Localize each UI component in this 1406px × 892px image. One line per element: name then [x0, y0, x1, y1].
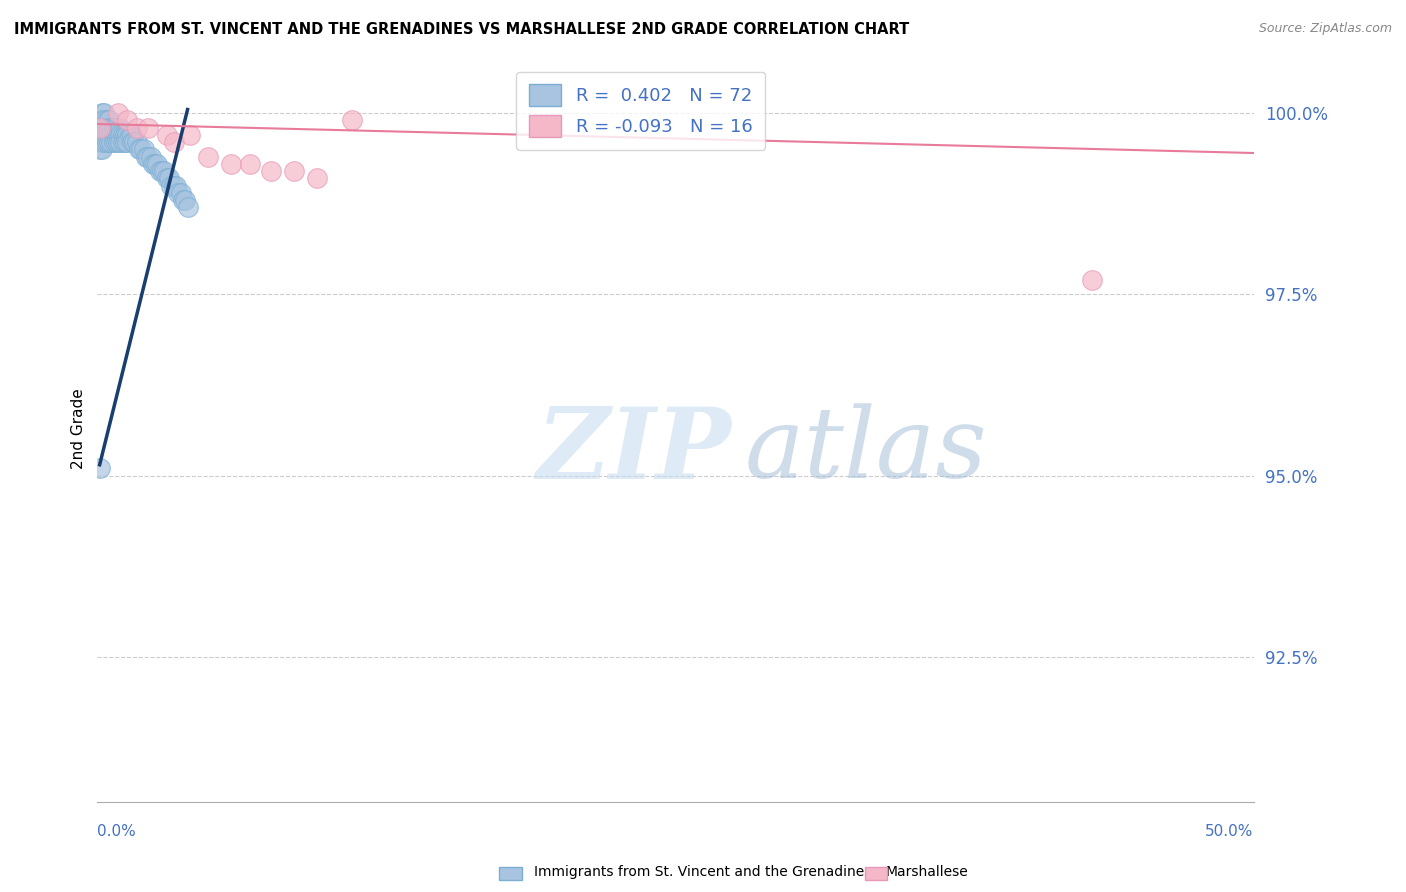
Point — [136, 150, 159, 164]
Point — [100, 128, 122, 142]
Point — [104, 128, 127, 142]
Point — [165, 178, 187, 193]
Text: 0.0%: 0.0% — [97, 823, 136, 838]
Point — [174, 193, 197, 207]
Text: Source: ZipAtlas.com: Source: ZipAtlas.com — [1258, 22, 1392, 36]
Point — [260, 164, 283, 178]
Point — [97, 113, 120, 128]
Point — [146, 157, 169, 171]
Point — [91, 120, 114, 135]
Point — [97, 135, 120, 149]
Point — [129, 142, 152, 156]
Point — [156, 171, 179, 186]
Point — [128, 142, 150, 156]
Point — [121, 135, 143, 149]
Point — [111, 135, 134, 149]
Text: 50.0%: 50.0% — [1205, 823, 1254, 838]
Text: atlas: atlas — [745, 403, 987, 499]
Point — [96, 120, 118, 135]
Point — [89, 135, 111, 149]
Point — [89, 120, 111, 135]
Point — [160, 178, 183, 193]
Point — [103, 135, 125, 149]
Point — [103, 120, 125, 135]
Point — [117, 113, 139, 128]
Point — [104, 135, 127, 149]
Point — [340, 113, 363, 128]
Point — [135, 150, 157, 164]
Point — [114, 135, 136, 149]
Point — [283, 164, 305, 178]
Point — [136, 120, 159, 135]
Point — [96, 128, 118, 142]
Point — [110, 128, 132, 142]
Point — [172, 193, 194, 207]
Point — [163, 178, 186, 193]
Point — [89, 113, 111, 128]
Point — [93, 106, 115, 120]
Point — [169, 186, 191, 200]
Point — [121, 128, 143, 142]
Point — [107, 135, 129, 149]
Text: IMMIGRANTS FROM ST. VINCENT AND THE GRENADINES VS MARSHALLESE 2ND GRADE CORRELAT: IMMIGRANTS FROM ST. VINCENT AND THE GREN… — [14, 22, 910, 37]
Legend: R =  0.402   N = 72, R = -0.093   N = 16: R = 0.402 N = 72, R = -0.093 N = 16 — [516, 71, 765, 150]
Point — [100, 135, 122, 149]
Point — [91, 113, 114, 128]
Point — [89, 142, 111, 156]
Point — [110, 120, 132, 135]
Point — [156, 128, 179, 142]
Point — [93, 120, 115, 135]
Point — [89, 461, 111, 475]
Point — [111, 128, 134, 142]
Point — [91, 106, 114, 120]
Point — [167, 186, 190, 200]
Point — [179, 128, 201, 142]
Point — [157, 171, 180, 186]
Point — [239, 157, 262, 171]
Point — [93, 113, 115, 128]
Point — [97, 120, 120, 135]
Point — [91, 135, 114, 149]
Point — [118, 128, 141, 142]
Point — [142, 157, 165, 171]
Point — [1080, 273, 1102, 287]
Point — [132, 142, 155, 156]
Point — [125, 120, 148, 135]
Point — [91, 128, 114, 142]
Point — [197, 150, 219, 164]
Point — [104, 120, 127, 135]
Text: ZIP: ZIP — [537, 402, 731, 500]
Point — [149, 164, 172, 178]
Point — [221, 157, 243, 171]
Text: Immigrants from St. Vincent and the Grenadines: Immigrants from St. Vincent and the Gren… — [534, 865, 872, 880]
Point — [107, 106, 129, 120]
Point — [163, 135, 186, 149]
Point — [150, 164, 173, 178]
Point — [124, 135, 146, 149]
Point — [93, 135, 115, 149]
Point — [107, 128, 129, 142]
Point — [91, 142, 114, 156]
Point — [114, 128, 136, 142]
Point — [305, 171, 328, 186]
Point — [176, 200, 198, 214]
Point — [103, 128, 125, 142]
Point — [96, 113, 118, 128]
Point — [125, 135, 148, 149]
Y-axis label: 2nd Grade: 2nd Grade — [72, 388, 86, 469]
Point — [89, 120, 111, 135]
Point — [97, 128, 120, 142]
Text: Marshallese: Marshallese — [886, 865, 969, 880]
Point — [143, 157, 166, 171]
Point — [96, 135, 118, 149]
Point — [117, 135, 139, 149]
Point — [110, 135, 132, 149]
Point — [89, 128, 111, 142]
Point — [100, 120, 122, 135]
Point — [139, 150, 162, 164]
Point — [117, 128, 139, 142]
Point — [153, 164, 176, 178]
Point — [93, 128, 115, 142]
